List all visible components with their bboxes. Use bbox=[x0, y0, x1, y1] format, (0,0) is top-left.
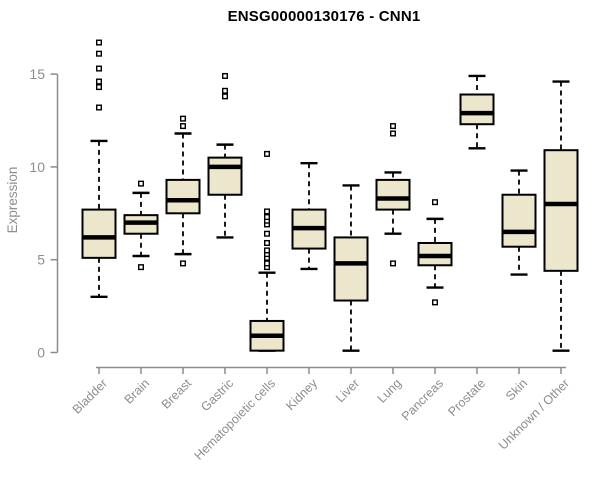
outlier-point bbox=[390, 130, 397, 137]
outlier-point bbox=[264, 239, 271, 246]
iqr-box bbox=[543, 149, 579, 272]
iqr-box bbox=[207, 156, 243, 196]
boxplot-brain bbox=[123, 180, 159, 271]
y-tick-label: 15 bbox=[29, 66, 45, 82]
iqr-box bbox=[81, 208, 117, 259]
outlier-point bbox=[432, 299, 439, 306]
x-tick-label: Prostate bbox=[445, 376, 488, 419]
boxplot-gastric bbox=[207, 72, 243, 239]
outlier-point bbox=[221, 72, 228, 79]
outlier-point bbox=[390, 260, 397, 267]
outlier-point bbox=[95, 104, 102, 111]
outlier-point bbox=[264, 230, 271, 237]
chart-title: ENSG00000130176 - CNN1 bbox=[227, 8, 421, 25]
y-tick-label: 0 bbox=[37, 345, 45, 361]
x-tick-label: Lung bbox=[375, 376, 405, 406]
boxplot-bladder bbox=[81, 39, 117, 299]
x-tick-label: Liver bbox=[333, 376, 362, 405]
outlier-point bbox=[179, 115, 186, 122]
outlier-point bbox=[179, 260, 186, 267]
outlier-point bbox=[264, 247, 271, 254]
x-tick-label: Pancreas bbox=[399, 376, 446, 423]
x-tick-label: Breast bbox=[159, 376, 195, 412]
outlier-point bbox=[390, 123, 397, 130]
x-tick-label: Unknown / Other bbox=[496, 376, 572, 452]
y-tick-label: 5 bbox=[37, 252, 45, 268]
boxplot-skin bbox=[501, 169, 537, 276]
boxplot-kidney bbox=[291, 161, 327, 271]
outlier-point bbox=[432, 199, 439, 206]
y-axis: 0 5 10 15 bbox=[29, 66, 59, 361]
outlier-point bbox=[95, 65, 102, 72]
outlier-point bbox=[179, 123, 186, 130]
outlier-point bbox=[221, 93, 228, 100]
x-tick-label: Bladder bbox=[70, 376, 110, 416]
outlier-point bbox=[95, 50, 102, 57]
boxplot-unknown-other bbox=[543, 80, 579, 352]
x-tick-label: Gastric bbox=[198, 376, 236, 414]
iqr-box bbox=[333, 236, 369, 302]
boxplot-lung bbox=[375, 123, 411, 267]
outlier-point bbox=[95, 39, 102, 46]
y-tick-label: 10 bbox=[29, 159, 45, 175]
boxplot-pancreas bbox=[417, 199, 453, 306]
outlier-point bbox=[221, 87, 228, 94]
iqr-box bbox=[501, 193, 537, 248]
outlier-point bbox=[137, 264, 144, 271]
outlier-point bbox=[95, 84, 102, 91]
iqr-box bbox=[459, 93, 495, 126]
outlier-point bbox=[264, 208, 271, 215]
boxplot-breast bbox=[165, 115, 201, 267]
outlier-point bbox=[264, 214, 271, 221]
outlier-point bbox=[137, 180, 144, 187]
outlier-point bbox=[264, 150, 271, 157]
x-tick-label: Skin bbox=[503, 376, 530, 403]
boxplot-prostate bbox=[459, 74, 495, 150]
boxplot-hematopoietic-cells bbox=[249, 150, 285, 352]
outlier-point bbox=[95, 78, 102, 85]
boxplot-liver bbox=[333, 184, 369, 352]
x-tick-label: Hematopoietic cells bbox=[192, 376, 279, 463]
iqr-box bbox=[375, 178, 411, 211]
iqr-box bbox=[165, 178, 201, 215]
x-tick-label: Brain bbox=[122, 376, 153, 407]
outlier-point bbox=[264, 260, 271, 267]
x-tick-label: Kidney bbox=[283, 376, 320, 413]
